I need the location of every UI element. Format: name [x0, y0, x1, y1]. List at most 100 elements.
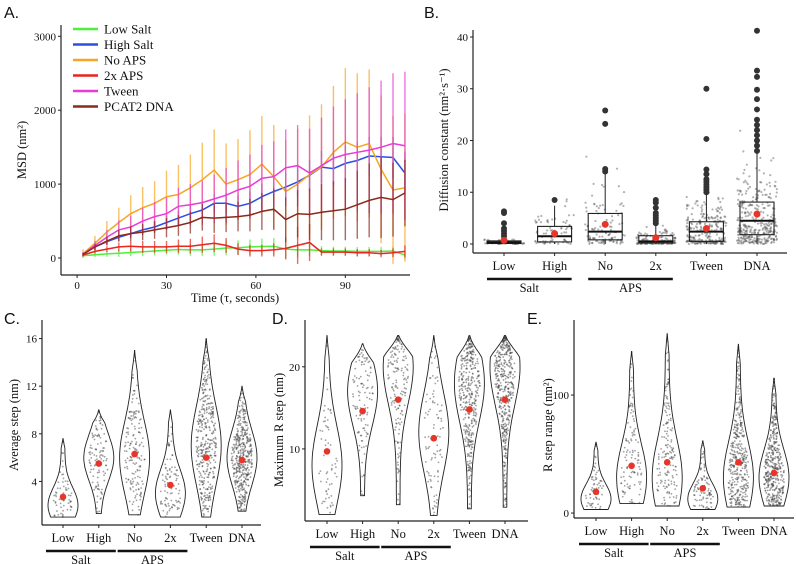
jitter-point [210, 442, 213, 445]
jitter-point [744, 499, 747, 502]
jitter-point [504, 442, 507, 445]
jitter-point [695, 200, 698, 203]
outlier-point [754, 96, 760, 103]
jitter-point [245, 476, 248, 478]
jitter-point [768, 231, 771, 234]
jitter-point [464, 356, 466, 359]
jitter-point [696, 487, 699, 489]
jitter-point [203, 428, 205, 431]
jitter-point [663, 466, 666, 469]
jitter-point [736, 450, 739, 453]
jitter-point [673, 237, 676, 240]
jitter-point [664, 472, 667, 475]
jitter-point [768, 446, 771, 449]
jitter-point [740, 410, 742, 413]
jitter-point [433, 424, 435, 426]
jitter-point [170, 433, 173, 435]
group-label: APS [405, 549, 428, 563]
jitter-point [534, 240, 537, 243]
jitter-point [737, 229, 740, 232]
jitter-point [322, 420, 325, 423]
jitter-point [670, 480, 673, 483]
jitter-point [61, 514, 64, 517]
jitter-point [137, 483, 140, 486]
jitter-point [708, 232, 712, 235]
jitter-point [474, 394, 477, 397]
jitter-point [202, 378, 205, 381]
jitter-point [626, 483, 629, 486]
jitter-point [716, 206, 720, 209]
jitter-point [736, 444, 739, 447]
jitter-point [737, 443, 740, 445]
jitter-point [563, 238, 566, 242]
jitter-point [497, 355, 500, 358]
jitter-point [629, 500, 631, 503]
jitter-point [494, 383, 497, 386]
jitter-point [504, 485, 507, 488]
legend-label: No APS [104, 53, 146, 68]
jitter-point [203, 368, 206, 371]
x-category-label: No [391, 527, 406, 541]
jitter-point [510, 355, 513, 358]
jitter-point [773, 402, 776, 405]
jitter-point [467, 443, 470, 446]
jitter-point [201, 406, 204, 408]
jitter-point [738, 494, 741, 497]
x-category-label: Low [493, 259, 516, 273]
jitter-point [326, 388, 329, 391]
jitter-point [432, 395, 435, 398]
jitter-point [236, 480, 238, 483]
jitter-point [664, 430, 666, 433]
jitter-point [470, 422, 473, 425]
jitter-point [426, 393, 428, 396]
jitter-point [672, 450, 675, 453]
jitter-point [599, 484, 602, 487]
jitter-point [67, 502, 70, 505]
jitter-point [458, 378, 461, 381]
jitter-point [391, 346, 394, 349]
jitter-point [201, 423, 204, 425]
jitter-point [231, 446, 234, 449]
jitter-point [601, 241, 604, 244]
jitter-point [467, 484, 470, 487]
jitter-point [700, 491, 703, 494]
jitter-point [243, 467, 246, 470]
jitter-point [142, 445, 145, 448]
jitter-point [435, 494, 438, 497]
jitter-point [695, 490, 698, 493]
jitter-point [667, 443, 669, 446]
jitter-point [510, 397, 513, 399]
jitter-point [394, 385, 397, 388]
mean-point [753, 210, 761, 218]
jitter-point [744, 212, 747, 215]
jitter-point [196, 468, 199, 470]
jitter-point [507, 418, 510, 421]
jitter-point [159, 501, 162, 504]
jitter-point [237, 452, 240, 454]
y-tick-label: 100 [553, 390, 570, 402]
jitter-point [358, 444, 361, 447]
jitter-point [99, 454, 102, 457]
jitter-point [365, 435, 368, 438]
jitter-point [762, 206, 765, 210]
y-tick-label: 3000 [34, 31, 57, 43]
jitter-point [504, 422, 507, 425]
legend-label: Tween [104, 84, 139, 99]
jitter-point [195, 445, 198, 448]
jitter-point [691, 241, 694, 244]
jitter-point [730, 484, 733, 487]
jitter-point [503, 433, 505, 436]
jitter-point [509, 391, 512, 393]
jitter-point [758, 169, 761, 172]
jitter-point [165, 505, 168, 508]
jitter-point [239, 419, 242, 421]
jitter-point [460, 366, 463, 368]
jitter-point [768, 500, 771, 502]
series-line [82, 141, 406, 255]
x-category-label: Tween [190, 531, 224, 545]
jitter-point [758, 189, 761, 192]
jitter-point [768, 451, 770, 454]
jitter-point [600, 241, 603, 245]
jitter-point [770, 436, 773, 439]
jitter-point [468, 392, 471, 395]
